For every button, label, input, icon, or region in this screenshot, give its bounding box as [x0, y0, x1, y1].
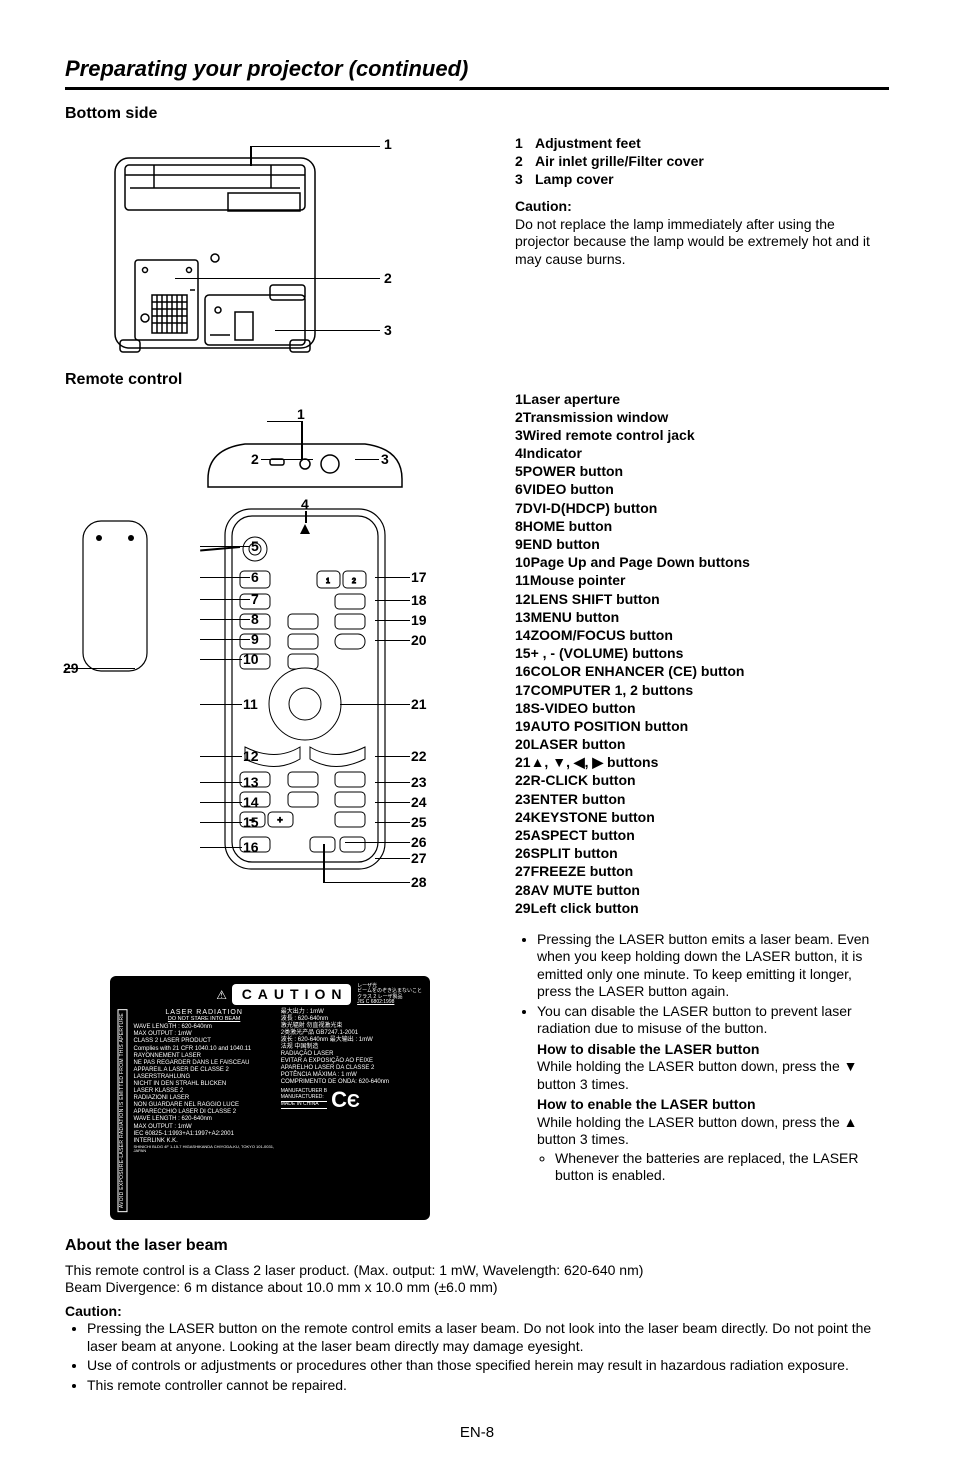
- remote-diagram: 29 1 2: [65, 396, 465, 966]
- remote-legend: 1Laser aperture2Transmission window3Wire…: [515, 390, 889, 917]
- about-caution-head: Caution:: [65, 1303, 889, 1321]
- bottom-callout-3: 3: [384, 322, 392, 340]
- remote-legend-item: 20LASER button: [515, 735, 889, 753]
- remote-legend-item: 23ENTER button: [515, 790, 889, 808]
- remote-legend-item: 25ASPECT button: [515, 826, 889, 844]
- page-title: Preparating your projector (continued): [65, 55, 889, 90]
- remote-legend-item: 26SPLIT button: [515, 844, 889, 862]
- svg-text:2: 2: [352, 578, 356, 585]
- warning-triangle-icon: ⚠: [216, 988, 227, 1002]
- bottom-legend: 1Adjustment feet 2Air inlet grille/Filte…: [515, 134, 889, 189]
- remote-legend-item: 29Left click button: [515, 899, 889, 917]
- about-heading: About the laser beam: [65, 1236, 889, 1256]
- remote-legend-item: 5POWER button: [515, 462, 889, 480]
- remote-legend-item: 10Page Up and Page Down buttons: [515, 553, 889, 571]
- remote-legend-item: 16COLOR ENHANCER (CE) button: [515, 662, 889, 680]
- bottom-caution-head: Caution:: [515, 198, 889, 216]
- remote-legend-item: 1Laser aperture: [515, 390, 889, 408]
- about-line1: This remote control is a Class 2 laser p…: [65, 1262, 889, 1280]
- remote-legend-item: 3Wired remote control jack: [515, 426, 889, 444]
- remote-legend-item: 18S-VIDEO button: [515, 699, 889, 717]
- remote-legend-item: 24KEYSTONE button: [515, 808, 889, 826]
- remote-legend-item: 14ZOOM/FOCUS button: [515, 626, 889, 644]
- caution-word: CAUTION: [232, 984, 352, 1005]
- remote-legend-item: 13MENU button: [515, 608, 889, 626]
- remote-legend-item: 17COMPUTER 1, 2 buttons: [515, 681, 889, 699]
- svg-text:+: +: [277, 815, 282, 825]
- remote-legend-item: 7DVI-D(HDCP) button: [515, 499, 889, 517]
- remote-callout-29: 29: [63, 660, 79, 678]
- remote-legend-item: 12LENS SHIFT button: [515, 590, 889, 608]
- svg-text:1: 1: [326, 578, 330, 585]
- remote-bullets: Pressing the LASER button emits a laser …: [515, 931, 889, 1185]
- page-number: EN-8: [65, 1424, 889, 1443]
- remote-legend-item: 22R-CLICK button: [515, 771, 889, 789]
- remote-bullet-1: Pressing the LASER button emits a laser …: [537, 931, 889, 1001]
- bottom-callout-1: 1: [384, 136, 392, 154]
- remote-legend-item: 19AUTO POSITION button: [515, 717, 889, 735]
- remote-legend-item: 11Mouse pointer: [515, 571, 889, 589]
- bottom-callout-2: 2: [384, 270, 392, 288]
- remote-legend-item: 21▲, ▼, ◀, ▶ buttons: [515, 753, 889, 771]
- remote-legend-item: 4Indicator: [515, 444, 889, 462]
- bottom-diagram: 1 2 3: [105, 130, 425, 360]
- remote-legend-item: 6VIDEO button: [515, 480, 889, 498]
- caution-label: ⚠ CAUTION レーザ光 ビームをのぞき込まないこと クラス 2 レーザ製品…: [110, 976, 430, 1220]
- about-line2: Beam Divergence: 6 m distance about 10.0…: [65, 1279, 889, 1297]
- remote-bullet-2: You can disable the LASER button to prev…: [537, 1003, 889, 1185]
- about-caution-list: Pressing the LASER button on the remote …: [65, 1320, 889, 1394]
- remote-legend-item: 28AV MUTE button: [515, 881, 889, 899]
- remote-section: Remote control 29: [65, 370, 889, 1220]
- about-section: About the laser beam This remote control…: [65, 1236, 889, 1395]
- remote-legend-item: 15+ , - (VOLUME) buttons: [515, 644, 889, 662]
- remote-heading: Remote control: [65, 370, 465, 390]
- remote-legend-item: 27FREEZE button: [515, 862, 889, 880]
- bottom-side-section: Bottom side: [65, 104, 889, 360]
- remote-legend-item: 8HOME button: [515, 517, 889, 535]
- bottom-side-heading: Bottom side: [65, 104, 465, 124]
- remote-legend-item: 2Transmission window: [515, 408, 889, 426]
- side-vertical-text: AVOID EXPOSURE-LASER RADIATION IS EMITTE…: [118, 1009, 128, 1212]
- remote-legend-item: 9END button: [515, 535, 889, 553]
- bottom-caution-text: Do not replace the lamp immediately afte…: [515, 216, 889, 269]
